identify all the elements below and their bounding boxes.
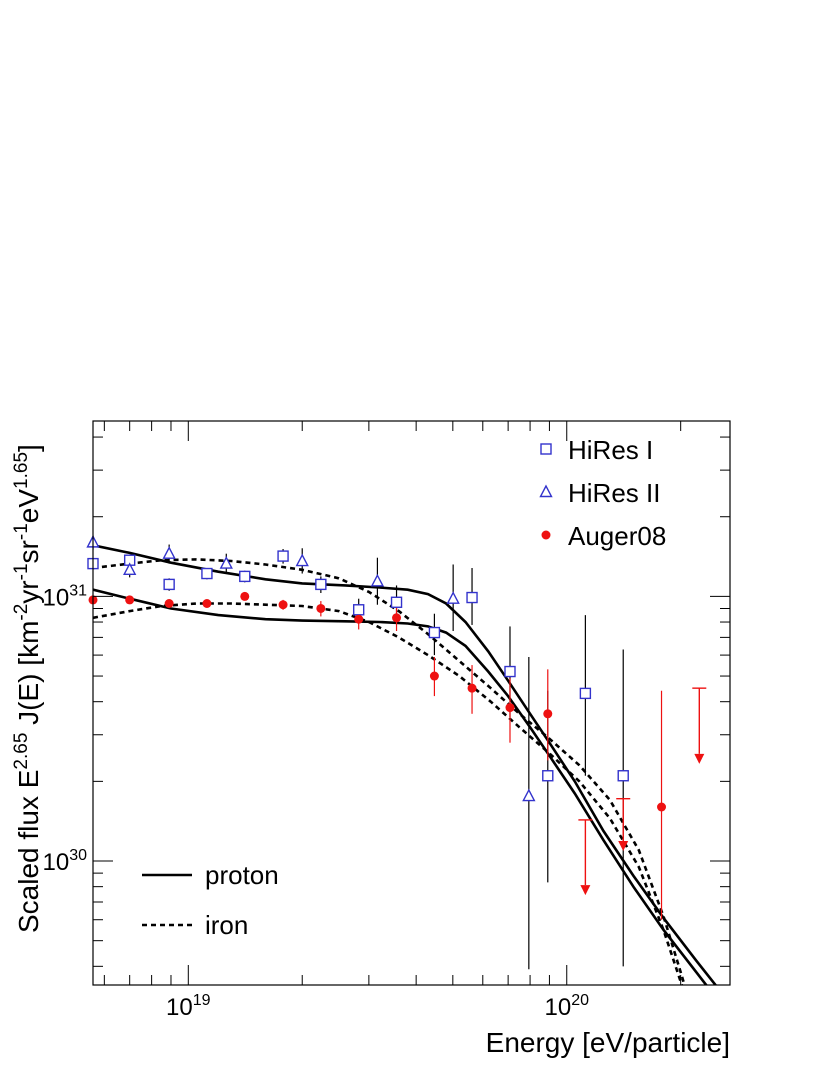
upper-limit-arrow [694,753,705,764]
data-point [125,595,135,605]
data-point [579,687,592,700]
data-point [522,788,536,802]
proton-curve [93,588,708,985]
plot-frame [92,420,731,986]
data-point [428,626,441,639]
data-point [657,802,667,812]
data-point [164,598,174,608]
data-point [354,614,364,624]
data-point [277,550,289,562]
data-point [278,600,288,610]
legend-marker [540,443,552,455]
legend-label: proton [205,860,279,890]
data-point [123,562,137,576]
data-point [505,703,515,713]
data-point [390,596,403,608]
data-point [543,709,553,719]
legend-marker [539,484,553,498]
data-point [370,573,385,587]
y-tick-label: 1030 [43,847,88,876]
x-axis-label: Energy [eV/particle] [486,1027,730,1058]
axes: 1019 1020 1030 1031 [43,420,731,1021]
upper-limit-arrow [618,841,629,852]
x-tick-label: 1019 [166,992,211,1021]
legend-marker [541,530,551,540]
data-point [240,591,250,601]
x-tick-label: 1020 [544,992,589,1021]
data-point [162,546,176,559]
iron-curve [93,602,684,985]
data-point [542,770,554,782]
data-point [352,604,365,616]
data-point [295,553,309,567]
legend-label: iron [205,910,248,940]
y-axis-label: Scaled flux E2.65 J(E) [km-2yr-1sr-1eV1.… [11,444,44,933]
data-point [202,598,212,608]
data-point [467,683,477,693]
data-point [316,603,326,613]
data-point [617,770,629,782]
upper-limit-arrow [580,885,591,896]
y-tick-label: 1031 [43,582,88,611]
legend-lines: proton iron [142,860,279,940]
legend-label: Auger08 [568,521,666,551]
data-point [239,570,251,583]
legend-label: HiRes I [568,435,653,465]
data-point [392,613,402,623]
data-point [466,591,478,604]
data-point [446,591,460,604]
legend-label: HiRes II [568,478,660,508]
legend-markers: HiRes I HiRes II Auger08 [539,435,666,551]
data-point [315,578,327,591]
data-point [429,671,439,681]
data-point [201,567,213,580]
data-point [163,578,175,591]
data-point [219,556,233,569]
iron-curve [93,558,686,985]
data-point [504,665,516,678]
